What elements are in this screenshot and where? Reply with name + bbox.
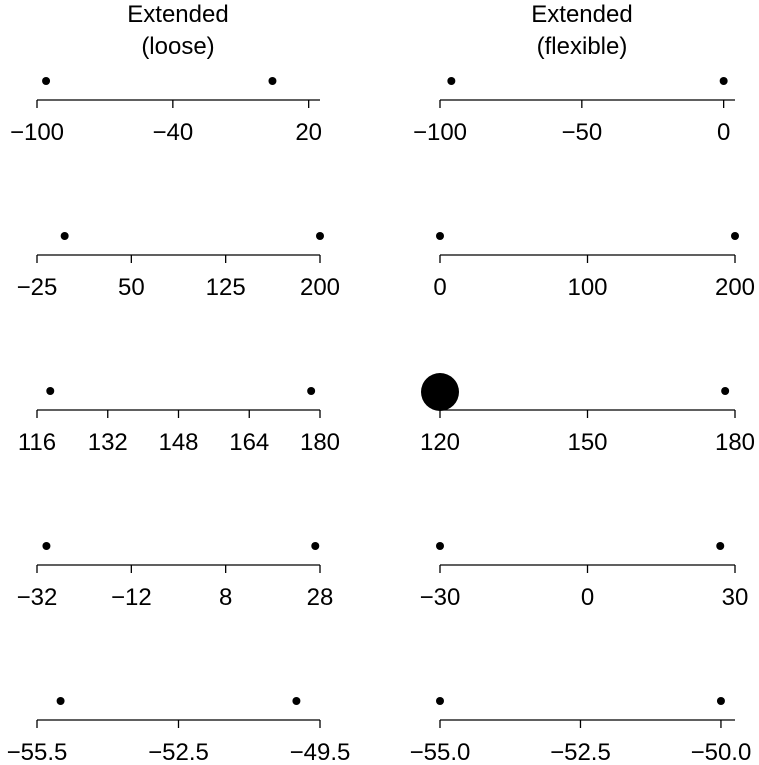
panel-c1-r1-point-1	[731, 232, 739, 240]
panel-c0-r1: −25 50 125 200	[17, 232, 340, 301]
panel-c1-r3-point-1	[716, 542, 725, 550]
panel-c0-r3-point-1	[311, 542, 320, 550]
panel-c1-r1-tick-label-2: 200	[715, 274, 755, 301]
panel-c0-r3-point-0	[42, 542, 51, 550]
panel-c1-r2-point-1	[721, 387, 730, 395]
panel-c0-r3-tick-label-1: −12	[111, 584, 152, 611]
panel-c1-r4-point-0	[436, 697, 444, 705]
panel-c1-r0-point-0	[447, 77, 456, 85]
panel-c0-r2-point-1	[307, 387, 316, 395]
column-1-title-line1: Extended	[531, 1, 632, 28]
panel-c1-r3-tick-label-0: −30	[420, 584, 461, 611]
panel-c1-r3-point-0	[436, 542, 444, 550]
panel-c0-r4-tick-label-2: −49.5	[290, 739, 351, 765]
panel-c1-r2-tick-label-1: 150	[567, 429, 607, 456]
panel-c0-r0-point-1	[268, 77, 277, 85]
panel-c1-r1: 0 100 200	[433, 232, 755, 301]
panel-c0-r1-tick-label-3: 200	[300, 274, 340, 301]
panel-c0-r4-tick-label-1: −52.5	[148, 739, 209, 765]
panels: −100 −40 20 −25 50 125 200 116 132 148 164 180 −32 −1…	[7, 77, 755, 765]
panel-c1-r2-tick-label-2: 180	[715, 429, 755, 456]
panel-c0-r0: −100 −40 20	[10, 77, 322, 146]
panel-c0-r2: 116 132 148 164 180	[18, 387, 340, 456]
panel-c0-r3: −32 −12 8 28	[17, 542, 334, 611]
panel-c1-r1-point-0	[436, 232, 444, 240]
panel-c0-r1-tick-label-1: 50	[118, 274, 145, 301]
panel-c1-r2-large-point	[421, 373, 459, 411]
panel-c0-r3-tick-label-2: 8	[219, 584, 232, 611]
panel-c0-r4-point-1	[292, 697, 301, 705]
panel-c0-r2-tick-label-1: 132	[88, 429, 128, 456]
panel-c1-r3-tick-label-2: 30	[722, 584, 749, 611]
panel-c1-r0: −100 −50 0	[413, 77, 735, 146]
column-1-title-line2: (flexible)	[537, 33, 628, 60]
panel-c1-r0-tick-label-0: −100	[413, 119, 467, 146]
panel-c1-r4-tick-label-0: −55.0	[410, 739, 471, 765]
panel-c0-r2-tick-label-4: 180	[300, 429, 340, 456]
panel-c1-r0-point-1	[719, 77, 728, 85]
panel-c0-r1-point-0	[60, 232, 69, 240]
panel-c0-r0-tick-label-2: 20	[295, 119, 322, 146]
panel-c1-r4: −55.0 −52.5 −50.0	[410, 697, 752, 765]
panel-c0-r0-tick-label-1: −40	[152, 119, 193, 146]
column-0-title-line1: Extended	[127, 1, 228, 28]
panel-c1-r3-tick-label-1: 0	[581, 584, 594, 611]
column-0-title-line2: (loose)	[141, 33, 214, 60]
panel-c1-r1-tick-label-0: 0	[433, 274, 446, 301]
panel-c1-r3: −30 0 30	[420, 542, 749, 611]
panel-c0-r1-point-1	[316, 232, 324, 240]
panel-c1-r2-tick-label-0: 120	[420, 429, 460, 456]
panel-c0-r4-point-0	[56, 697, 65, 705]
panel-c0-r2-point-0	[46, 387, 55, 395]
panel-c0-r3-tick-label-3: 28	[307, 584, 334, 611]
panel-c1-r2: 120 150 180	[420, 373, 755, 456]
panel-c0-r0-tick-label-0: −100	[10, 119, 64, 146]
panel-c0-r0-point-0	[42, 77, 51, 85]
panel-c0-r3-tick-label-0: −32	[17, 584, 58, 611]
panel-c1-r1-tick-label-1: 100	[567, 274, 607, 301]
panel-c1-r4-tick-label-1: −52.5	[550, 739, 611, 765]
panel-c0-r4: −55.5 −52.5 −49.5	[7, 697, 351, 765]
panel-c0-r2-tick-label-0: 116	[18, 429, 56, 456]
panel-c1-r0-tick-label-1: −50	[561, 119, 602, 146]
panel-c0-r1-tick-label-2: 125	[206, 274, 246, 301]
panel-c0-r4-tick-label-0: −55.5	[7, 739, 68, 765]
panel-c0-r2-tick-label-3: 164	[229, 429, 269, 456]
panel-c1-r4-tick-label-2: −50.0	[691, 739, 752, 765]
panel-c0-r1-tick-label-0: −25	[17, 274, 58, 301]
panel-c0-r2-tick-label-2: 148	[158, 429, 198, 456]
panel-c1-r0-tick-label-2: 0	[717, 119, 730, 146]
panel-c1-r4-point-1	[716, 697, 725, 705]
